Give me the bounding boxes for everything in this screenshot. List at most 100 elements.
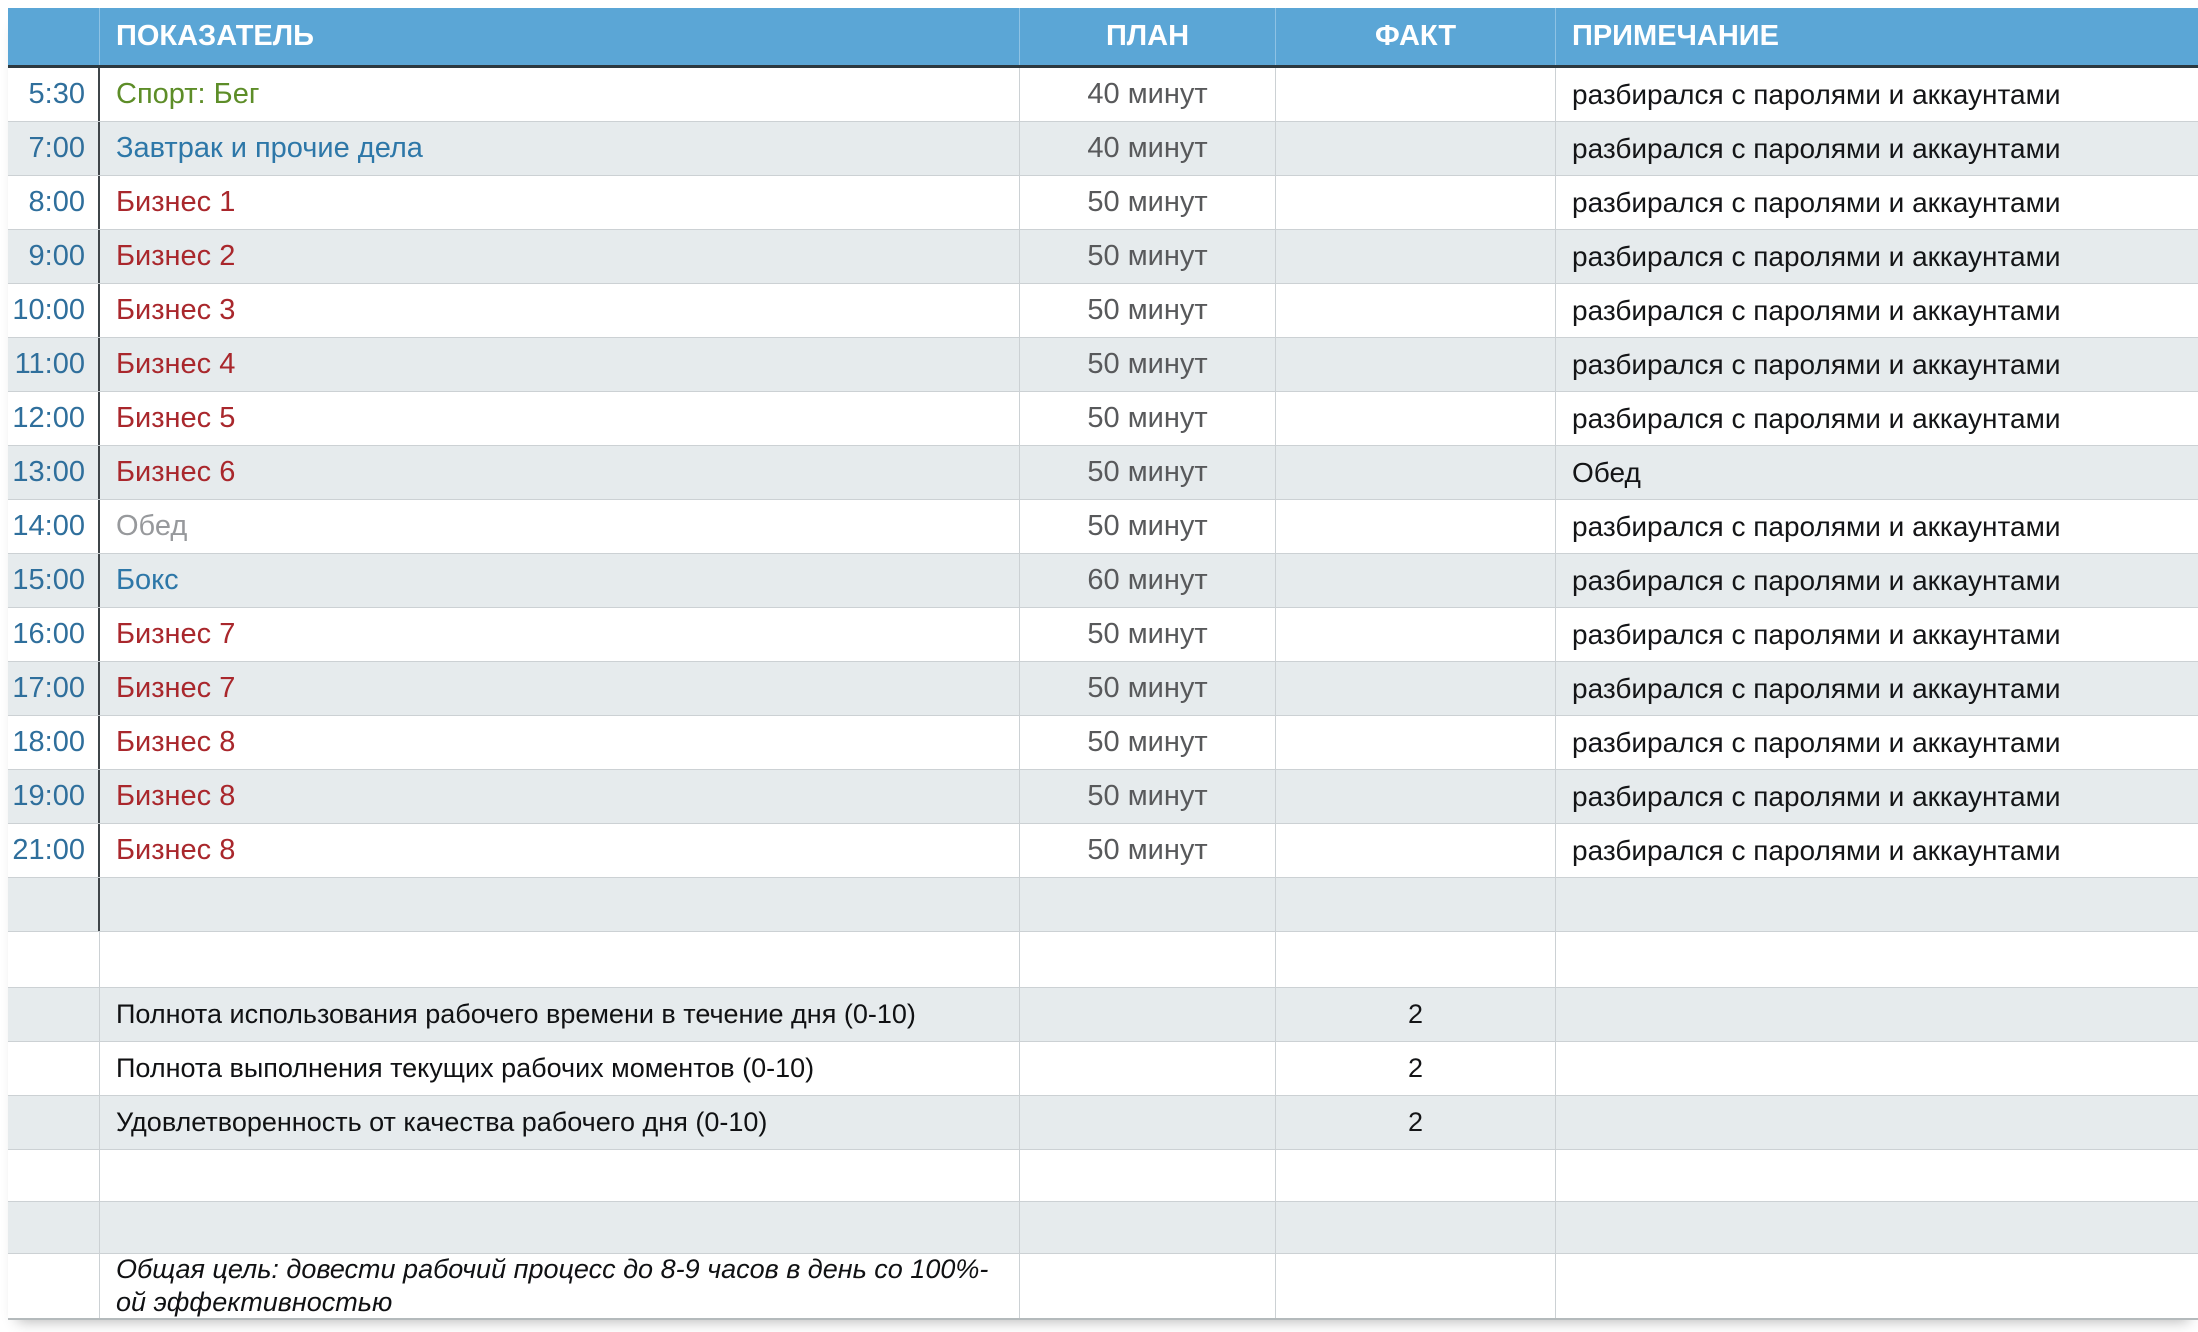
time-cell[interactable]: 17:00 <box>8 662 100 715</box>
time-cell[interactable] <box>8 1096 100 1149</box>
plan-cell[interactable] <box>1020 1254 1276 1318</box>
fact-cell[interactable] <box>1276 554 1556 607</box>
indicator-cell[interactable] <box>100 1202 1020 1253</box>
note-cell[interactable]: разбирался с паролями и аккаунтами <box>1572 240 2061 272</box>
time-cell[interactable]: 15:00 <box>8 554 100 607</box>
plan-cell[interactable]: 50 минут <box>1020 446 1276 499</box>
plan-cell[interactable] <box>1020 932 1276 987</box>
fact-cell[interactable] <box>1276 932 1556 987</box>
plan-cell[interactable]: 50 минут <box>1020 230 1276 283</box>
plan-cell[interactable] <box>1020 1150 1276 1201</box>
time-cell[interactable]: 18:00 <box>8 716 100 769</box>
time-cell[interactable]: 12:00 <box>8 392 100 445</box>
rating-label-cell[interactable]: Полнота использования рабочего времени в… <box>100 988 1020 1041</box>
time-cell[interactable] <box>8 988 100 1041</box>
fact-value-cell[interactable]: 2 <box>1276 988 1556 1041</box>
indicator-cell[interactable]: Бокс <box>100 554 1020 607</box>
fact-cell[interactable] <box>1276 1254 1556 1318</box>
corner-header-cell[interactable] <box>8 8 100 65</box>
plan-cell[interactable]: 40 минут <box>1020 68 1276 121</box>
indicator-cell[interactable] <box>100 932 1020 987</box>
note-cell[interactable]: разбирался с паролями и аккаунтами <box>1572 132 2061 164</box>
plan-cell[interactable] <box>1020 1096 1276 1149</box>
note-cell[interactable]: разбирался с паролями и аккаунтами <box>1572 186 2061 218</box>
note-cell[interactable]: разбирался с паролями и аккаунтами <box>1572 726 2061 758</box>
fact-cell[interactable] <box>1276 824 1556 877</box>
indicator-cell[interactable]: Бизнес 7 <box>100 662 1020 715</box>
time-cell[interactable]: 13:00 <box>8 446 100 499</box>
note-cell[interactable] <box>1556 988 2198 1041</box>
fact-cell[interactable] <box>1276 176 1556 229</box>
time-cell[interactable] <box>8 1202 100 1253</box>
note-cell[interactable]: разбирался с паролями и аккаунтами <box>1572 834 2061 866</box>
fact-cell[interactable] <box>1276 878 1556 931</box>
indicator-cell[interactable]: Бизнес 8 <box>100 770 1020 823</box>
column-header-fact[interactable]: ФАКТ <box>1276 8 1556 65</box>
time-cell[interactable]: 7:00 <box>8 122 100 175</box>
plan-cell[interactable]: 50 минут <box>1020 176 1276 229</box>
plan-cell[interactable]: 50 минут <box>1020 500 1276 553</box>
indicator-cell[interactable] <box>100 1150 1020 1201</box>
time-cell[interactable] <box>8 1254 100 1318</box>
plan-cell[interactable]: 50 минут <box>1020 824 1276 877</box>
note-cell[interactable]: разбирался с паролями и аккаунтами <box>1572 564 2061 596</box>
time-cell[interactable]: 16:00 <box>8 608 100 661</box>
time-cell[interactable] <box>8 1042 100 1095</box>
fact-cell[interactable] <box>1276 716 1556 769</box>
fact-cell[interactable] <box>1276 1150 1556 1201</box>
indicator-cell[interactable] <box>100 878 1020 931</box>
note-cell[interactable]: разбирался с паролями и аккаунтами <box>1572 510 2061 542</box>
note-cell[interactable] <box>1556 1202 2198 1253</box>
time-cell[interactable]: 8:00 <box>8 176 100 229</box>
plan-cell[interactable] <box>1020 1202 1276 1253</box>
time-cell[interactable]: 5:30 <box>8 68 100 121</box>
note-cell[interactable]: разбирался с паролями и аккаунтами <box>1572 294 2061 326</box>
note-cell[interactable] <box>1556 1150 2198 1201</box>
plan-cell[interactable]: 50 минут <box>1020 716 1276 769</box>
time-cell[interactable] <box>8 932 100 987</box>
fact-cell[interactable] <box>1276 446 1556 499</box>
fact-cell[interactable] <box>1276 230 1556 283</box>
time-cell[interactable] <box>8 878 100 931</box>
plan-cell[interactable]: 50 минут <box>1020 608 1276 661</box>
plan-cell[interactable]: 50 минут <box>1020 392 1276 445</box>
indicator-cell[interactable]: Бизнес 3 <box>100 284 1020 337</box>
time-cell[interactable]: 14:00 <box>8 500 100 553</box>
plan-cell[interactable] <box>1020 988 1276 1041</box>
indicator-cell[interactable]: Бизнес 8 <box>100 824 1020 877</box>
plan-cell[interactable] <box>1020 878 1276 931</box>
fact-cell[interactable] <box>1276 392 1556 445</box>
time-cell[interactable]: 19:00 <box>8 770 100 823</box>
note-cell[interactable]: Обед <box>1572 456 1641 488</box>
indicator-cell[interactable]: Бизнес 4 <box>100 338 1020 391</box>
fact-cell[interactable] <box>1276 122 1556 175</box>
indicator-cell[interactable]: Бизнес 7 <box>100 608 1020 661</box>
plan-cell[interactable]: 60 минут <box>1020 554 1276 607</box>
fact-cell[interactable] <box>1276 662 1556 715</box>
fact-cell[interactable] <box>1276 68 1556 121</box>
indicator-cell[interactable]: Бизнес 5 <box>100 392 1020 445</box>
note-cell[interactable] <box>1556 1042 2198 1095</box>
plan-cell[interactable]: 50 минут <box>1020 770 1276 823</box>
fact-cell[interactable] <box>1276 338 1556 391</box>
note-cell[interactable]: разбирался с паролями и аккаунтами <box>1572 780 2061 812</box>
indicator-cell[interactable]: Спорт: Бег <box>100 68 1020 121</box>
plan-cell[interactable]: 40 минут <box>1020 122 1276 175</box>
note-cell[interactable]: разбирался с паролями и аккаунтами <box>1572 672 2061 704</box>
indicator-cell[interactable]: Бизнес 6 <box>100 446 1020 499</box>
time-cell[interactable]: 11:00 <box>8 338 100 391</box>
indicator-cell[interactable]: Бизнес 8 <box>100 716 1020 769</box>
note-cell[interactable] <box>1556 1254 2198 1318</box>
column-header-note[interactable]: ПРИМЕЧАНИЕ <box>1572 20 1779 52</box>
note-cell[interactable]: разбирался с паролями и аккаунтами <box>1572 348 2061 380</box>
column-header-indicator[interactable]: ПОКАЗАТЕЛЬ <box>100 8 1020 65</box>
plan-cell[interactable] <box>1020 1042 1276 1095</box>
fact-cell[interactable] <box>1276 770 1556 823</box>
indicator-cell[interactable]: Бизнес 2 <box>100 230 1020 283</box>
indicator-cell[interactable]: Обед <box>100 500 1020 553</box>
fact-cell[interactable] <box>1276 284 1556 337</box>
note-cell[interactable] <box>1556 878 2198 931</box>
fact-cell[interactable] <box>1276 500 1556 553</box>
indicator-cell[interactable]: Бизнес 1 <box>100 176 1020 229</box>
plan-cell[interactable]: 50 минут <box>1020 284 1276 337</box>
